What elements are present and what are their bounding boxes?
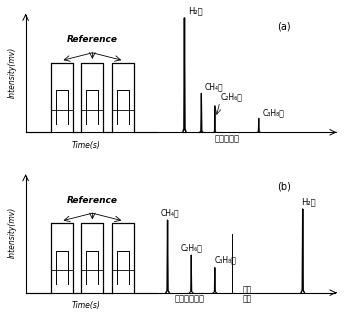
- Text: 海绵锂吸附后: 海绵锂吸附后: [175, 295, 205, 304]
- Text: (b): (b): [277, 182, 291, 192]
- Text: Intensity(mv): Intensity(mv): [8, 207, 17, 258]
- Text: H₂峰: H₂峰: [301, 197, 316, 206]
- Text: Intensity(mv): Intensity(mv): [8, 47, 17, 98]
- Text: Time(s): Time(s): [72, 301, 101, 310]
- Text: (a): (a): [277, 21, 291, 31]
- Text: C₃H₈峰: C₃H₈峰: [262, 108, 284, 117]
- Text: CH₄峰: CH₄峰: [161, 208, 180, 217]
- Text: 直接进样后: 直接进样后: [214, 135, 239, 144]
- Text: Time(s): Time(s): [72, 141, 101, 150]
- Text: C₃H₈峰: C₃H₈峰: [215, 256, 237, 265]
- Text: H₂峰: H₂峰: [188, 6, 202, 15]
- Text: C₂H₆峰: C₂H₆峰: [221, 92, 243, 101]
- Text: Reference: Reference: [67, 196, 118, 205]
- Text: 加热
脱附: 加热 脱附: [242, 285, 252, 304]
- Text: CH₄峰: CH₄峰: [205, 83, 224, 92]
- Text: C₂H₆峰: C₂H₆峰: [181, 243, 203, 252]
- Text: Reference: Reference: [67, 35, 118, 44]
